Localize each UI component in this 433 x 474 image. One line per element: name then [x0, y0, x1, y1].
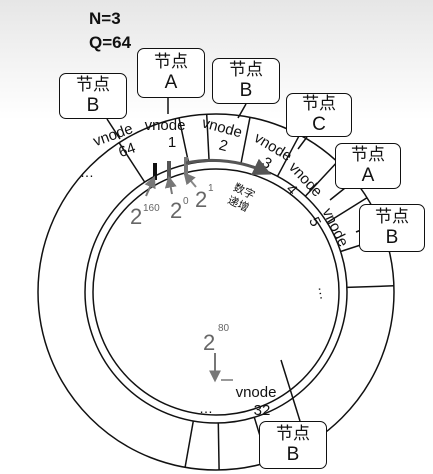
ellipsis-right: …	[315, 284, 333, 301]
param-n: N=3	[89, 9, 121, 28]
arrow-2-160	[144, 175, 156, 197]
inner-ring	[92, 168, 340, 416]
param-q: Q=64	[89, 33, 132, 52]
node-prefix: 节点	[351, 145, 385, 165]
vnode-divider	[240, 117, 251, 164]
power-2-1-base: 2	[195, 187, 207, 212]
node-box-b-left: 节点 B	[59, 73, 127, 119]
power-2-160-exp: 160	[143, 203, 160, 214]
vnode-divider	[205, 114, 210, 162]
power-2-80-base: 2	[203, 330, 215, 355]
power-2-80-exp: 80	[218, 323, 230, 334]
node-box-a-top: 节点 A	[137, 48, 205, 98]
power-2-0-exp: 0	[183, 196, 189, 207]
vnode-divider	[346, 285, 394, 289]
node-letter: A	[361, 165, 375, 186]
node-connector	[237, 103, 247, 119]
vnode-1-label: vnode	[145, 117, 186, 134]
node-connector	[280, 359, 301, 422]
node-prefix: 节点	[375, 207, 409, 227]
node-prefix: 节点	[276, 424, 310, 444]
node-box-b-right: 节点 B	[359, 204, 425, 252]
vnode-divider	[217, 422, 220, 471]
vnode-1-num: 1	[168, 134, 176, 151]
power-2-1-exp: 1	[208, 183, 214, 194]
node-box-b-top: 节点 B	[212, 58, 280, 104]
node-prefix: 节点	[76, 75, 110, 95]
node-letter: B	[86, 95, 100, 116]
node-prefix: 节点	[154, 52, 188, 72]
node-prefix: 节点	[302, 94, 336, 114]
node-letter: C	[312, 114, 326, 135]
node-prefix: 节点	[229, 60, 263, 80]
vnode-divider	[276, 134, 301, 177]
node-box-b-bottom: 节点 B	[259, 421, 327, 469]
node-connector	[329, 187, 346, 201]
node-box-a-right: 节点 A	[335, 143, 401, 189]
vnode-64-num: 64	[116, 139, 137, 161]
increasing-direction-arrow	[185, 158, 272, 175]
ellipsis-bottom: …	[199, 400, 213, 416]
ellipsis-left: …	[80, 164, 94, 180]
vnode-divider	[326, 197, 368, 224]
vnode-32-label: vnode	[236, 384, 277, 401]
vnode-divider	[178, 117, 190, 165]
power-2-0-base: 2	[170, 198, 182, 223]
vnode-label-1: vnode 1	[145, 117, 186, 151]
node-letter: A	[164, 72, 178, 93]
vnode-divider	[118, 142, 146, 183]
vnode-divider	[184, 420, 195, 468]
node-box-c: 节点 C	[286, 93, 352, 137]
vnode-32-num: 32	[254, 402, 271, 419]
arrow-2-0	[164, 175, 177, 195]
power-2-160-base: 2	[130, 204, 142, 229]
outer-ring	[37, 113, 395, 471]
node-connector	[297, 136, 308, 150]
node-letter: B	[286, 444, 300, 465]
node-connector	[106, 118, 121, 140]
arrow-2-1	[183, 172, 197, 188]
node-letter: B	[239, 80, 253, 101]
node-letter: B	[385, 227, 399, 248]
vnode-divider	[304, 161, 338, 197]
vnode-label-32: vnode 32	[236, 384, 277, 419]
